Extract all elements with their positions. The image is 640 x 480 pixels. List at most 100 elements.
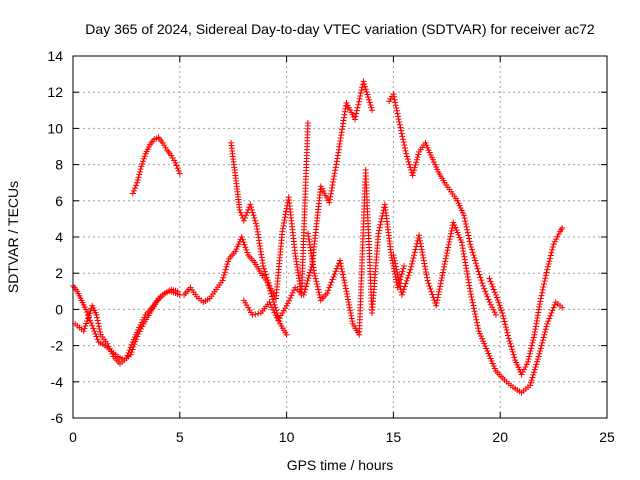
data-point xyxy=(93,311,104,335)
data-point xyxy=(174,288,181,295)
data-point xyxy=(544,244,556,273)
data-point xyxy=(138,153,148,170)
data-point xyxy=(486,299,498,316)
data-point xyxy=(114,353,126,362)
data-point xyxy=(283,287,297,309)
data-point xyxy=(386,93,395,105)
data-point xyxy=(304,230,317,274)
data-point xyxy=(448,188,459,202)
y-tick-label: -6 xyxy=(51,410,64,426)
data-point xyxy=(486,275,498,296)
data-point xyxy=(467,288,482,332)
data-point xyxy=(492,367,506,382)
data-point xyxy=(161,287,173,297)
data-point xyxy=(168,152,178,164)
data-point xyxy=(234,188,243,211)
data-point xyxy=(91,328,101,343)
data-point xyxy=(311,270,324,301)
data-point xyxy=(89,302,99,316)
data-point xyxy=(97,331,109,345)
data-point xyxy=(317,183,332,204)
x-tick-label: 10 xyxy=(279,429,295,445)
data-point xyxy=(552,299,564,309)
data-point xyxy=(228,139,236,160)
data-point xyxy=(151,135,160,143)
data-point xyxy=(116,357,128,367)
data-point xyxy=(349,320,361,336)
data-point xyxy=(416,232,431,281)
data-point xyxy=(236,206,246,221)
data-point xyxy=(129,182,140,197)
data-point xyxy=(304,119,311,126)
chart-title: Day 365 of 2024, Sidereal Day-to-day VTE… xyxy=(85,21,595,37)
data-point xyxy=(74,288,84,302)
data-point xyxy=(104,340,116,357)
data-point xyxy=(213,279,224,293)
data-point xyxy=(518,384,531,396)
data-point xyxy=(300,263,315,298)
data-point xyxy=(142,306,154,318)
data-point xyxy=(492,311,499,318)
data-point xyxy=(559,224,566,231)
x-tick-label: 5 xyxy=(176,429,184,445)
data-point xyxy=(460,212,473,245)
data-point xyxy=(232,172,241,193)
data-point xyxy=(123,341,135,362)
data-point xyxy=(76,324,85,333)
data-point xyxy=(292,284,305,297)
y-tick-label: 2 xyxy=(55,265,63,281)
chart-ticks xyxy=(72,55,608,419)
y-tick-labels: -6 -4 -2 0 2 4 6 8 10 12 14 xyxy=(47,48,63,426)
data-point xyxy=(270,299,283,325)
y-tick-label: 10 xyxy=(47,120,63,136)
chart-points xyxy=(70,78,566,396)
data-point xyxy=(136,314,148,331)
data-point xyxy=(467,241,479,267)
data-point xyxy=(87,317,97,332)
data-point xyxy=(499,310,512,339)
y-tick-label: 4 xyxy=(55,229,63,245)
x-tick-label: 15 xyxy=(386,429,402,445)
data-point xyxy=(458,239,473,292)
data-point xyxy=(428,154,441,173)
data-point xyxy=(510,384,523,395)
data-point xyxy=(433,263,448,309)
data-point xyxy=(550,231,562,248)
y-tick-label: 8 xyxy=(55,157,63,173)
data-point xyxy=(473,262,486,287)
data-point xyxy=(396,121,409,154)
x-tick-label: 25 xyxy=(599,429,615,445)
data-point xyxy=(172,159,182,174)
data-point xyxy=(524,334,537,365)
data-point xyxy=(181,286,192,298)
data-point xyxy=(475,328,490,352)
data-point xyxy=(369,233,382,317)
x-tick-labels: 0 5 10 15 20 25 xyxy=(69,429,615,445)
y-tick-label: 0 xyxy=(55,301,63,317)
data-point xyxy=(238,234,251,256)
data-point xyxy=(155,291,166,302)
data-point xyxy=(450,219,464,243)
data-point xyxy=(102,342,113,353)
data-point xyxy=(326,155,341,206)
data-point xyxy=(206,288,218,302)
data-point xyxy=(343,288,356,325)
y-tick-label: 12 xyxy=(47,84,63,100)
data-point xyxy=(537,269,550,302)
data-point xyxy=(381,201,394,256)
data-point xyxy=(441,222,456,268)
data-point xyxy=(240,297,254,316)
data-point xyxy=(334,102,349,159)
data-point xyxy=(251,259,263,275)
chart-grid xyxy=(73,56,607,418)
data-point xyxy=(535,323,550,360)
data-point xyxy=(253,223,266,267)
data-point xyxy=(134,323,146,340)
data-point xyxy=(80,317,91,335)
data-point xyxy=(441,179,453,193)
data-point xyxy=(435,168,447,184)
data-point xyxy=(200,296,211,306)
data-point xyxy=(142,143,152,157)
data-point xyxy=(531,298,544,338)
